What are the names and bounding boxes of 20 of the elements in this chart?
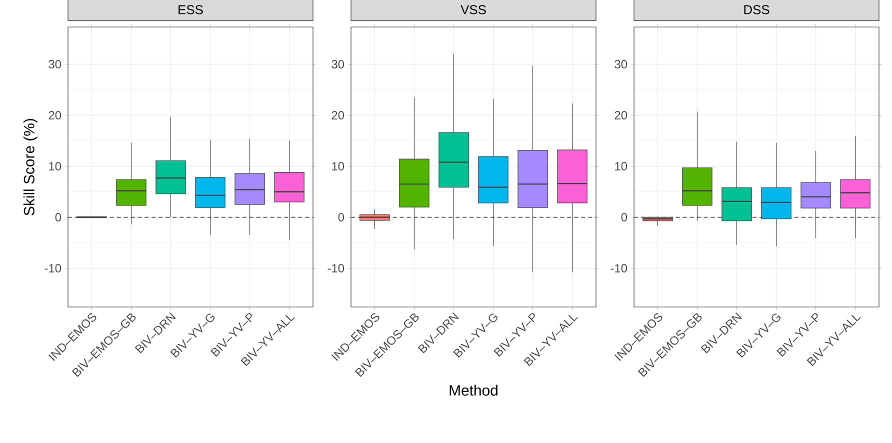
y-tick-label: 10	[49, 162, 62, 170]
y-tick-label: 20	[614, 111, 628, 120]
y-tick-label: -10	[44, 264, 62, 272]
y-tick-label: 0	[338, 213, 344, 222]
x-axis-title: Method	[450, 384, 498, 396]
y-tick-label: 10	[332, 162, 344, 170]
y-tick-label: 20	[332, 111, 344, 120]
y-tick-label: 0	[55, 213, 62, 222]
y-tick-label: -10	[610, 264, 628, 272]
y-tick-label: 0	[621, 213, 628, 222]
y-tick-label: 30	[48, 60, 62, 68]
chart-title: VSS	[460, 5, 486, 14]
y-tick-label: 30	[614, 60, 628, 68]
y-axis-title: Skill Score (%)	[23, 118, 38, 216]
y-tick-label: -10	[328, 264, 344, 272]
y-tick-label: 30	[332, 60, 344, 68]
chart-title: DSS	[744, 5, 770, 14]
y-tick-label: 10	[615, 162, 628, 170]
y-tick-label: 20	[48, 111, 62, 120]
chart-title: ESS	[178, 5, 203, 14]
